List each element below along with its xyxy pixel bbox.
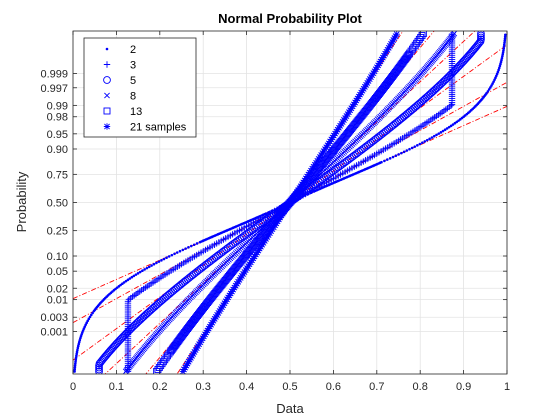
y-tick-label: 0.25 <box>47 226 68 238</box>
point-marker <box>504 34 507 37</box>
point-marker <box>137 272 140 275</box>
chart-title: Normal Probability Plot <box>218 11 362 26</box>
x-tick-label: 0.8 <box>413 381 428 393</box>
y-tick-label: 0.997 <box>40 83 68 95</box>
point-marker <box>176 251 179 254</box>
y-tick-label: 0.001 <box>40 327 68 339</box>
point-marker <box>383 160 386 163</box>
point-marker <box>165 256 168 259</box>
point-marker <box>421 141 424 144</box>
point-marker <box>190 245 193 248</box>
y-tick-label: 0.99 <box>47 100 68 112</box>
point-marker <box>419 143 422 146</box>
point-marker <box>424 140 427 143</box>
x-tick-label: 0.4 <box>239 381 254 393</box>
point-marker <box>380 161 383 164</box>
legend: 2 3 5 8 13 21 samples <box>84 38 196 137</box>
point-marker <box>386 158 389 161</box>
point-marker <box>148 266 151 269</box>
point-marker <box>173 253 176 256</box>
legend-label: 5 <box>130 75 136 87</box>
y-tick-label: 0.75 <box>47 169 68 181</box>
point-marker <box>392 156 395 159</box>
point-marker <box>160 259 163 262</box>
point-marker <box>403 151 406 154</box>
x-tick-label: 0.5 <box>282 381 297 393</box>
y-tick-label: 0.90 <box>47 144 68 156</box>
y-tick-label: 0.999 <box>40 68 68 80</box>
point-marker <box>437 132 440 135</box>
point-marker <box>153 263 156 266</box>
x-tick-label: 0.6 <box>326 381 341 393</box>
y-axis-label: Probability <box>14 171 29 232</box>
y-tick-label: 0.98 <box>47 112 68 124</box>
x-tick-label: 0 <box>70 381 76 393</box>
point-marker <box>168 255 171 258</box>
y-tick-label: 0.95 <box>47 129 68 141</box>
x-tick-label: 1 <box>504 381 510 393</box>
point-marker <box>141 269 144 272</box>
point-marker <box>408 148 411 151</box>
point-marker <box>179 250 182 253</box>
point-marker <box>150 264 153 267</box>
point-marker <box>171 254 174 257</box>
y-tick-label: 0.05 <box>47 266 68 278</box>
x-axis-label: Data <box>276 401 304 416</box>
point-marker <box>146 267 149 270</box>
x-tick-label: 0.3 <box>196 381 211 393</box>
point-marker <box>431 136 434 139</box>
x-tick-label: 0.9 <box>456 381 471 393</box>
asterisk-marker <box>104 123 110 129</box>
legend-label: 21 samples <box>130 122 187 134</box>
y-tick-label: 0.10 <box>47 251 68 263</box>
point-marker <box>196 242 199 245</box>
point-marker <box>158 260 161 263</box>
y-tick-label: 0.01 <box>47 295 68 307</box>
x-tick-label: 0.7 <box>369 381 384 393</box>
point-marker <box>143 268 146 271</box>
point-marker <box>139 271 142 274</box>
x-tick-label: 0.2 <box>152 381 167 393</box>
point-marker <box>411 147 414 150</box>
point-marker <box>389 157 392 160</box>
x-tick-label: 0.1 <box>109 381 124 393</box>
point-marker <box>416 144 419 147</box>
point-marker <box>395 154 398 157</box>
point-marker <box>193 243 196 246</box>
legend-label: 8 <box>130 91 136 103</box>
y-tick-label: 0.02 <box>47 283 68 295</box>
point-marker <box>400 152 403 155</box>
y-tick-label: 0.50 <box>47 198 68 210</box>
point-marker <box>181 249 184 252</box>
point-marker <box>184 247 187 250</box>
y-tick-label: 0.003 <box>40 312 68 324</box>
legend-label: 3 <box>130 60 136 72</box>
point-marker <box>397 153 400 156</box>
point-marker <box>187 246 190 249</box>
asterisk-marker <box>394 31 400 37</box>
legend-label: 2 <box>130 44 136 56</box>
point-marker <box>433 135 436 138</box>
point-marker <box>413 145 416 148</box>
point-marker <box>163 258 166 261</box>
point-marker <box>426 139 429 142</box>
point-marker <box>428 138 431 141</box>
legend-label: 13 <box>130 106 142 118</box>
point-marker <box>435 134 438 137</box>
point-marker <box>155 262 158 265</box>
point-marker <box>106 48 109 51</box>
point-marker <box>406 149 409 152</box>
